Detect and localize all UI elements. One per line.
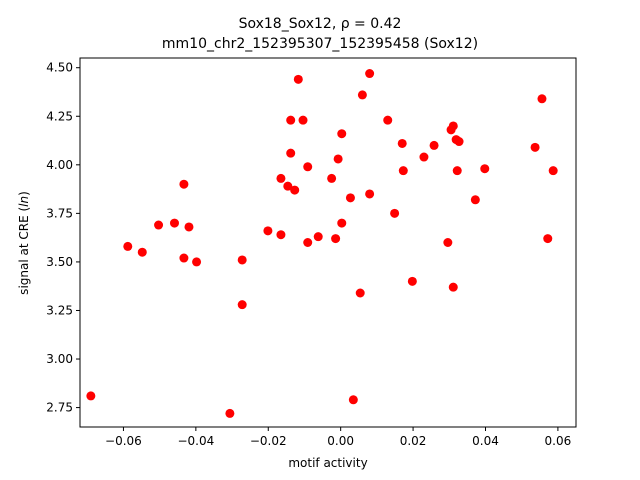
y-tick-label: 4.00 — [46, 158, 73, 172]
x-tick-label: −0.06 — [105, 434, 142, 448]
scatter-point — [443, 238, 453, 247]
scatter-point — [313, 232, 323, 242]
x-tick-label: 0.00 — [327, 434, 354, 448]
scatter-point — [345, 193, 355, 203]
scatter-point — [137, 247, 147, 257]
scatter-point — [303, 238, 313, 247]
scatter-point — [333, 154, 343, 164]
scatter-point — [429, 140, 439, 150]
y-tick-label: 2.75 — [46, 401, 73, 415]
scatter-point — [470, 195, 480, 205]
scatter-point — [397, 138, 407, 148]
y-tick-label: 4.25 — [46, 109, 73, 123]
scatter-point — [337, 218, 347, 228]
scatter-point — [348, 395, 358, 405]
scatter-point — [286, 148, 296, 158]
scatter-point — [357, 90, 367, 100]
x-tick-label: 0.02 — [400, 434, 427, 448]
x-tick-label: 0.04 — [472, 434, 499, 448]
scatter-point — [407, 276, 417, 286]
y-tick-label: 3.25 — [46, 303, 73, 317]
scatter-point — [154, 220, 164, 230]
scatter-point — [383, 115, 393, 125]
scatter-point — [390, 208, 400, 218]
scatter-point — [192, 257, 202, 267]
scatter-point — [448, 121, 458, 131]
y-tick-label: 3.50 — [46, 255, 73, 269]
scatter-point — [548, 166, 558, 176]
x-tick-label: 0.06 — [545, 434, 572, 448]
scatter-point — [398, 166, 408, 176]
chart-title: Sox18_Sox12, ρ = 0.42 — [239, 16, 402, 32]
scatter-point — [303, 162, 313, 172]
scatter-point — [123, 241, 133, 251]
y-tick-label: 3.00 — [46, 352, 73, 366]
y-axis: 2.75 3.00 3.25 3.50 3.75 4.00 4.25 4.50 — [46, 61, 80, 415]
scatter-point — [331, 234, 341, 244]
scatter-point — [276, 173, 286, 183]
scatter-point — [355, 288, 365, 298]
x-tick-label: −0.04 — [177, 434, 214, 448]
scatter-point — [293, 74, 303, 84]
scatter-point — [365, 189, 375, 199]
scatter-point — [179, 179, 189, 189]
scatter-point — [290, 185, 300, 195]
scatter-point — [452, 166, 462, 176]
scatter-point — [283, 181, 293, 191]
data-points — [86, 69, 558, 418]
scatter-point — [365, 69, 375, 79]
x-tick-label: −0.02 — [250, 434, 287, 448]
scatter-point — [86, 391, 96, 401]
scatter-point — [169, 218, 179, 228]
plot-area-frame — [79, 57, 577, 428]
scatter-point — [327, 173, 337, 183]
scatter-point — [454, 137, 464, 147]
scatter-point — [448, 282, 458, 292]
scatter-point — [337, 129, 347, 139]
y-tick-label: 3.75 — [46, 206, 73, 220]
scatter-point — [530, 142, 540, 152]
scatter-point — [298, 115, 308, 125]
scatter-point — [419, 152, 429, 162]
scatter-point — [237, 300, 247, 310]
x-axis-label: motif activity — [288, 456, 367, 470]
scatter-point — [286, 115, 296, 125]
scatter-point — [276, 230, 286, 240]
scatter-point — [480, 164, 490, 174]
y-axis-label: signal at CRE (ln) — [17, 191, 31, 295]
scatter-point — [225, 408, 235, 418]
scatter-point — [543, 234, 553, 244]
scatter-point — [537, 94, 547, 104]
scatter-point — [179, 253, 189, 263]
x-axis: −0.06 −0.04 −0.02 0.00 0.02 0.04 0.06 — [105, 427, 571, 448]
scatter-point — [184, 222, 194, 232]
scatter-point — [237, 255, 247, 265]
y-tick-label: 4.50 — [46, 61, 73, 75]
chart-subtitle: mm10_chr2_152395307_152395458 (Sox12) — [162, 36, 478, 52]
scatter-point — [263, 226, 273, 236]
